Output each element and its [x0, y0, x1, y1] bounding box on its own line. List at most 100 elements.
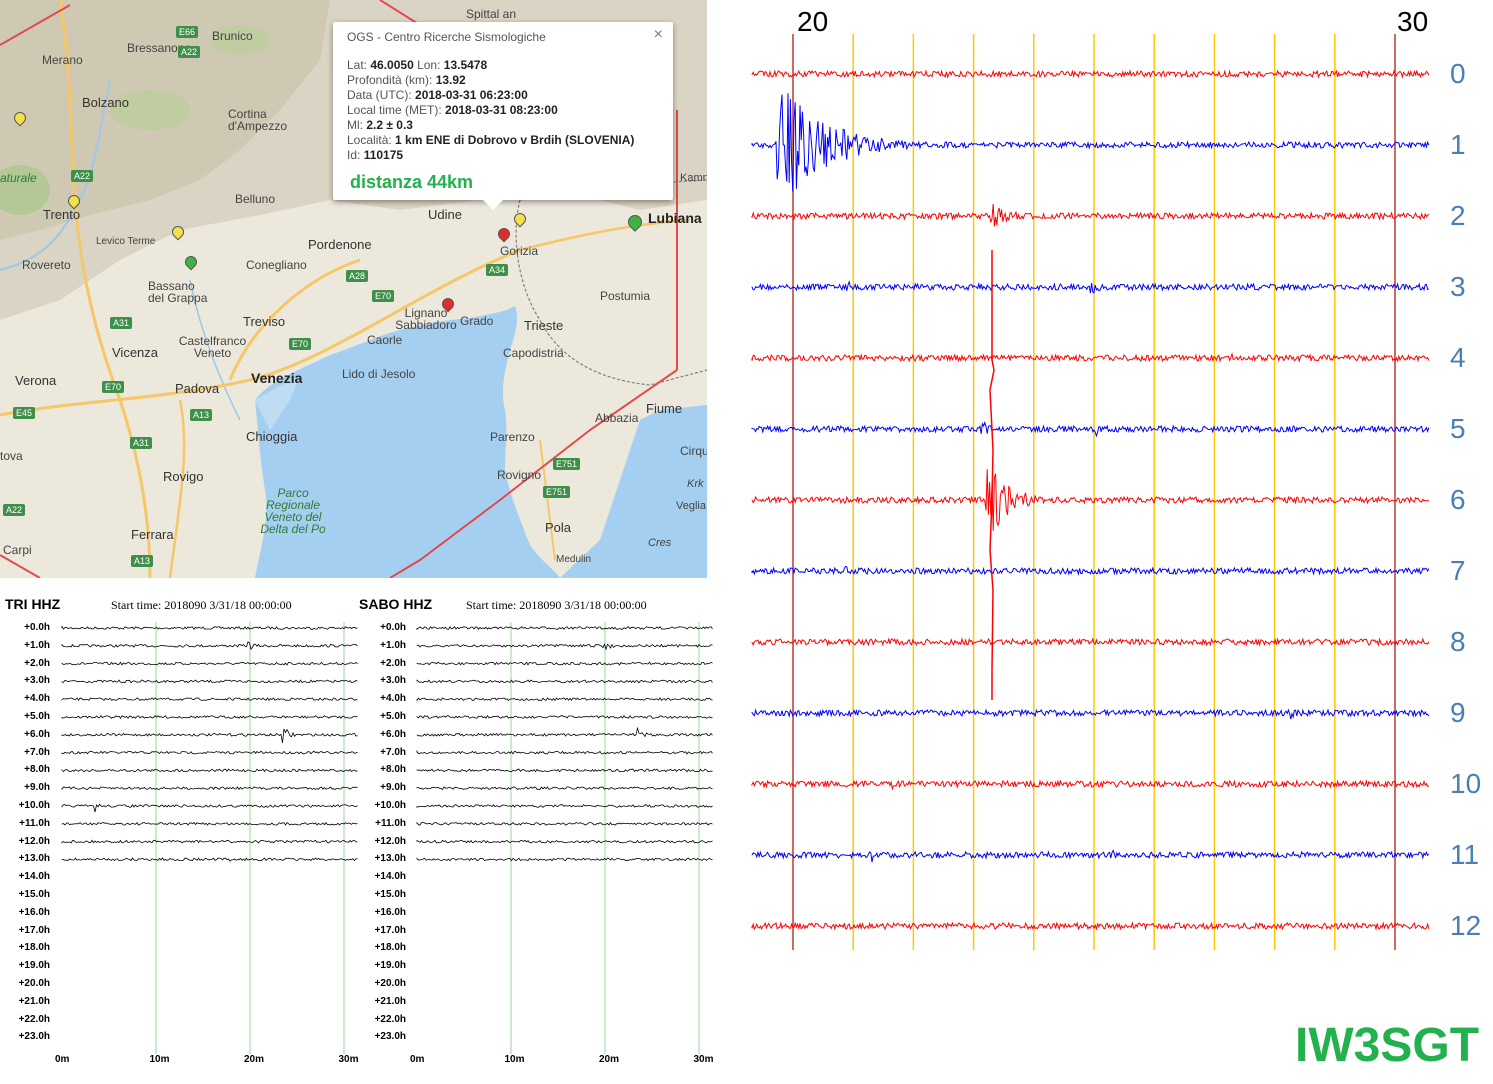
place-label: Treviso [243, 314, 286, 329]
road-shield: E751 [553, 458, 581, 470]
hour-trace [416, 786, 713, 791]
heli-start-time: Start time: 2018090 3/31/18 00:00:00 [111, 598, 292, 612]
hour-label: +8.0h [380, 764, 406, 776]
hour-label: +6.0h [24, 728, 50, 740]
minute-label: 30 [1397, 6, 1429, 37]
hour-label: +1.0h [24, 639, 50, 651]
drum-trace [751, 779, 1430, 791]
popup-title: OGS - Centro Ricerche Sismologiche [347, 30, 546, 44]
park-label: Parco Regionale Veneto del Delta del Po [260, 486, 326, 536]
drum-trace [751, 849, 1430, 863]
map-panel[interactable]: Spittal an Brunico Bressanone Merano Bol… [0, 0, 707, 578]
popup-row-localtime: Local time (MET): 2018-03-31 08:23:00 [347, 103, 558, 117]
place-label: Bassano del Grappa [148, 279, 208, 305]
hour-label: +23.0h [374, 1031, 406, 1043]
place-label: Veglia [676, 500, 706, 512]
hour-label: +20.0h [18, 978, 50, 989]
hour-label: +23.0h [18, 1031, 50, 1043]
drum-row-label: 9 [1450, 697, 1466, 728]
place-label: Brunico [212, 29, 253, 43]
hour-label: +21.0h [374, 995, 406, 1007]
hour-label: +9.0h [380, 782, 406, 794]
hour-label: +21.0h [18, 995, 50, 1007]
hour-trace [61, 641, 358, 651]
hour-label: +17.0h [374, 924, 406, 936]
road-shield: A31 [110, 317, 133, 329]
road-shield: E70 [372, 290, 395, 302]
place-label: Gorizia [500, 244, 539, 258]
road-shield: E70 [289, 338, 312, 350]
hour-trace [61, 803, 358, 813]
hour-label: +22.0h [18, 1013, 50, 1025]
place-label: Postumia [600, 289, 651, 303]
place-label: Rovigo [163, 469, 204, 484]
hour-trace [416, 697, 713, 702]
hour-label: +19.0h [18, 960, 50, 972]
x-tick-label: 20m [599, 1054, 620, 1065]
hour-trace [416, 821, 713, 826]
popup-row-id: Id: 110175 [347, 148, 404, 162]
hour-trace [61, 857, 358, 862]
road-shield: A34 [486, 264, 509, 276]
hour-trace [61, 697, 358, 702]
place-label: Pordenone [308, 237, 372, 252]
place-label: Cortina d'Ampezzo [228, 107, 287, 133]
place-label: Chioggia [246, 429, 298, 444]
distance-label: distanza 44km [350, 172, 474, 192]
park-label: aturale [0, 171, 37, 185]
hour-label: +3.0h [380, 675, 406, 687]
place-label: Bressanone [127, 41, 192, 55]
hour-label: +18.0h [374, 942, 406, 954]
hour-label: +16.0h [18, 906, 50, 918]
hour-trace [416, 768, 713, 773]
drum-row-label: 4 [1450, 342, 1466, 373]
hour-label: +19.0h [374, 960, 406, 972]
place-label: Rovigno [497, 468, 542, 482]
drum-trace [751, 69, 1430, 79]
place-label: Krk [687, 478, 704, 490]
x-tick-label: 0m [55, 1054, 70, 1065]
hour-label: +2.0h [24, 657, 50, 669]
drum-row-label: 1 [1450, 129, 1466, 160]
drum-trace [751, 469, 1429, 531]
popup-row-magnitude: Ml: 2.2 ± 0.3 [347, 118, 413, 132]
place-label: Spittal an [466, 7, 517, 21]
place-label: Levico Terme [96, 236, 156, 247]
close-icon[interactable]: × [653, 26, 663, 43]
place-label: Padova [175, 381, 220, 396]
drum-row-label: 10 [1450, 768, 1482, 799]
hour-label: +20.0h [374, 978, 406, 989]
road-shield: E66 [176, 26, 199, 38]
hour-trace [416, 750, 713, 755]
hour-trace [416, 714, 713, 719]
hour-label: +13.0h [374, 853, 406, 865]
hour-label: +18.0h [18, 942, 50, 954]
road-shield: A28 [346, 270, 369, 282]
place-label: tova [0, 449, 23, 463]
hour-trace [61, 679, 358, 684]
hour-label: +9.0h [24, 782, 50, 794]
drum-trace [751, 565, 1430, 576]
drum-trace [751, 204, 1430, 227]
drum-row-label: 3 [1450, 271, 1466, 302]
drum-trace [751, 280, 1429, 294]
place-label: Lignano Sabbiadoro [395, 306, 457, 332]
hour-trace [416, 625, 713, 631]
hour-label: +0.0h [380, 622, 406, 633]
x-tick-label: 20m [244, 1054, 265, 1065]
place-label: Capodistria [503, 346, 564, 360]
hour-trace [61, 839, 358, 844]
heli-station-title: TRI HHZ [5, 596, 61, 612]
popup-row-location: Località: 1 km ENE di Dobrovo v Brdih (S… [347, 133, 635, 147]
hour-trace [416, 857, 713, 862]
helicorder-plot-sabo [416, 622, 713, 1054]
place-label: Cirqu [680, 444, 707, 458]
drum-row-label: 11 [1450, 839, 1480, 870]
hour-label: +13.0h [18, 853, 50, 865]
hour-trace [416, 679, 713, 684]
place-label: Cres [648, 537, 672, 549]
place-label: Trieste [524, 318, 564, 333]
hour-label: +14.0h [18, 871, 50, 883]
hour-trace [416, 804, 713, 808]
hour-label: +14.0h [374, 871, 406, 883]
